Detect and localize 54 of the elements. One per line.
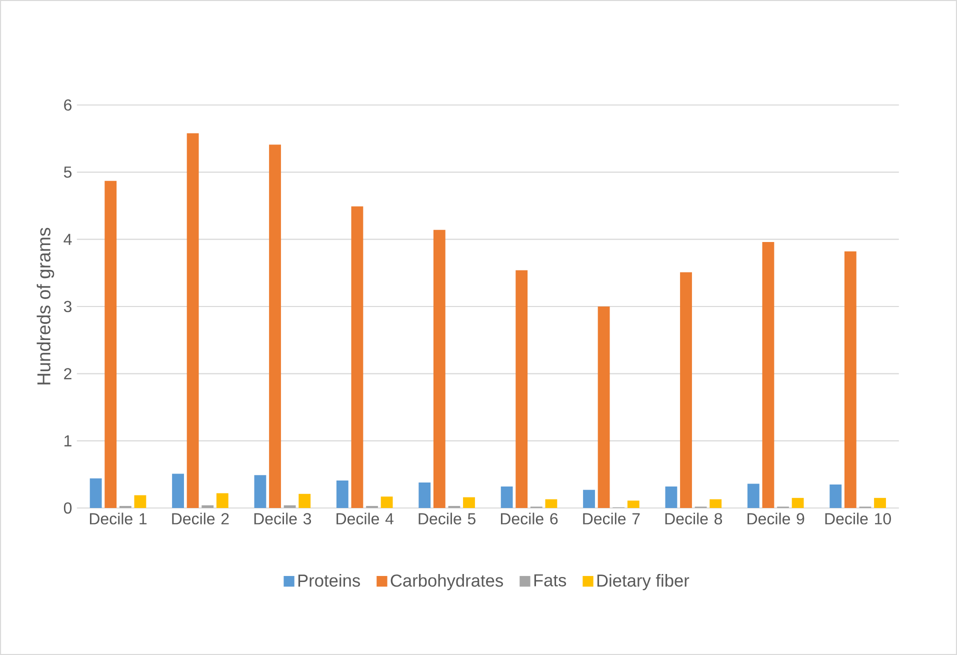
- bar: [500, 486, 513, 508]
- bar: [844, 251, 856, 508]
- x-tick-label: Decile 5: [418, 512, 476, 524]
- bar: [104, 180, 117, 508]
- bar: [874, 498, 886, 508]
- x-tick-label: Decile 6: [500, 512, 558, 524]
- x-tick-label: Decile 1: [90, 512, 147, 524]
- bar: [202, 505, 214, 508]
- y-tick-label: 5: [64, 166, 72, 178]
- bar: [380, 496, 393, 508]
- legend-label: Proteins: [298, 574, 360, 587]
- x-tick-label: Decile 8: [665, 512, 722, 524]
- bar: [134, 495, 146, 508]
- bar: [627, 500, 640, 508]
- bar: [216, 493, 228, 508]
- bar: [598, 306, 610, 508]
- legend-label: Fats: [534, 574, 566, 586]
- legend-label: Dietary fiber: [597, 574, 690, 590]
- bar: [172, 474, 184, 508]
- y-tick-label: 1: [64, 435, 72, 446]
- x-tick-label: Decile 9: [748, 512, 804, 524]
- bar: [298, 494, 311, 508]
- legend-label: Carbohydrates: [390, 574, 503, 590]
- bar: [186, 133, 199, 508]
- y-tick-label: 2: [64, 368, 72, 380]
- x-tick-label: Decile 10: [825, 512, 891, 524]
- bar: [545, 499, 558, 508]
- bar: [710, 499, 722, 508]
- y-axis-title: Hundreds of grams: [36, 228, 54, 384]
- bar: [762, 242, 774, 508]
- bar: [433, 230, 446, 508]
- bar: [254, 475, 266, 508]
- x-tick-label: Decile 2: [172, 512, 229, 524]
- bar: [680, 272, 692, 508]
- bar: [583, 490, 595, 508]
- y-tick-label: 0: [64, 502, 72, 514]
- bar: [792, 498, 804, 508]
- x-tick-label: Decile 4: [336, 512, 394, 524]
- y-tick-label: 4: [64, 234, 72, 245]
- bar: [90, 478, 102, 508]
- y-tick-label: 3: [64, 300, 72, 312]
- bar: [747, 484, 760, 508]
- bar: [336, 480, 348, 508]
- bar: [463, 497, 475, 508]
- bar: [516, 270, 528, 508]
- x-tick-label: Decile 7: [583, 512, 640, 524]
- x-tick-label: Decile 3: [254, 512, 312, 524]
- bar: [418, 482, 431, 508]
- bar: [284, 505, 296, 508]
- bar: [830, 484, 842, 508]
- bar: [351, 206, 364, 508]
- y-tick-label: 6: [64, 99, 72, 111]
- bar: [269, 144, 281, 508]
- bar: [665, 486, 678, 508]
